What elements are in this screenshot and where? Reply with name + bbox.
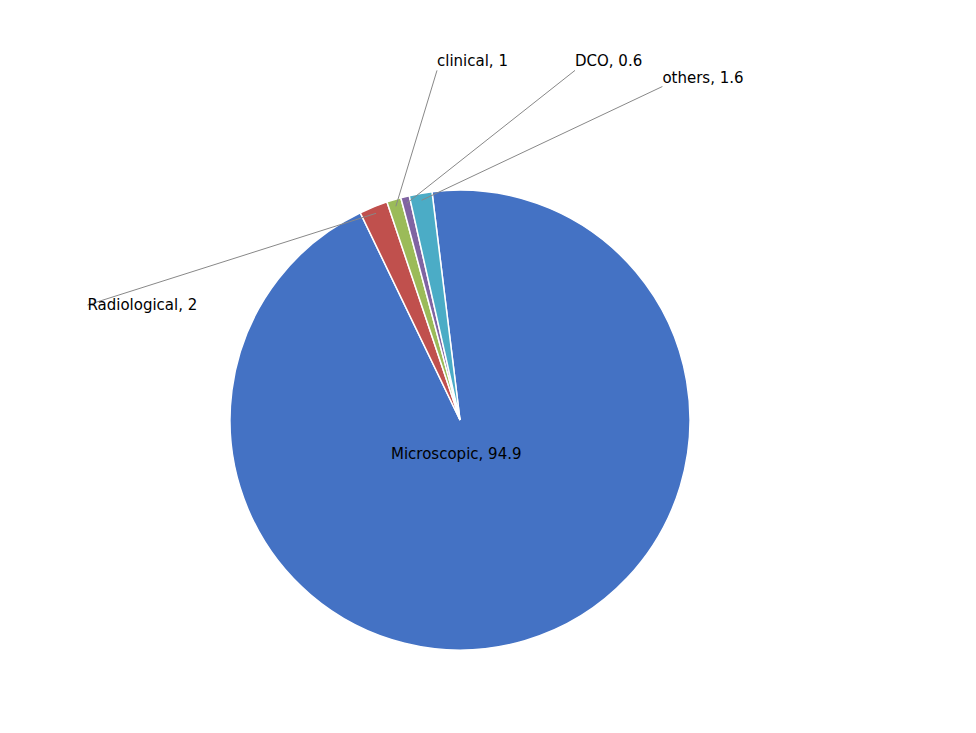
leader-line (396, 70, 437, 206)
chart-container: Microscopic, 94.9 Radiological, 2 clinical… (0, 0, 976, 733)
pie-slice (409, 192, 460, 420)
labels: Microscopic, 94.9 Radiological, 2 clinical… (87, 52, 743, 463)
slice-label: clinical, 1 (437, 52, 508, 70)
leader-line (407, 70, 575, 203)
leader-line (422, 87, 663, 201)
slice-label: Microscopic, 94.9 (391, 445, 521, 463)
pie-slice (230, 190, 690, 650)
slice-label: DCO, 0.6 (575, 52, 642, 70)
pie-group: Microscopic, 94.9 Radiological, 2 clinical… (87, 52, 743, 650)
slice-label: others, 1.6 (662, 69, 743, 87)
slices (230, 190, 690, 650)
leader-line (87, 213, 376, 305)
slice-label: Radiological, 2 (87, 296, 197, 314)
chart-svg: Microscopic, 94.9 Radiological, 2 clinical… (0, 0, 976, 733)
